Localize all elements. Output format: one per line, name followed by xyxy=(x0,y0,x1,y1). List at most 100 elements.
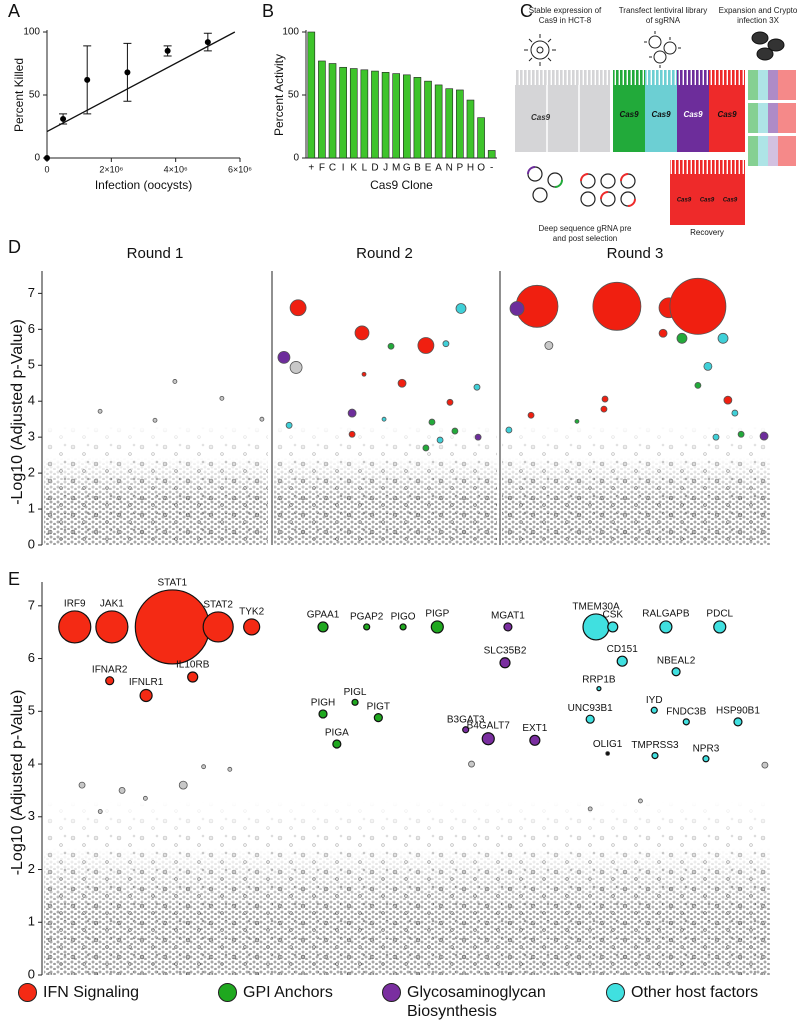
point xyxy=(202,611,234,643)
legend: IFN Signaling GPI Anchors Glycosaminoglyca… xyxy=(18,983,788,1023)
point xyxy=(152,417,158,423)
point-label: CD151 xyxy=(607,644,639,655)
y-tick-label: 3 xyxy=(28,429,35,444)
point-label: STAT1 xyxy=(157,578,187,589)
point xyxy=(78,781,86,789)
point xyxy=(381,416,387,422)
bar xyxy=(413,77,422,159)
point xyxy=(95,610,129,644)
point xyxy=(651,752,659,760)
point xyxy=(473,383,481,391)
x-tick-label: O xyxy=(477,163,485,174)
x-tick-label: - xyxy=(490,163,493,174)
point xyxy=(397,378,407,388)
point-label: RRP1B xyxy=(582,674,616,685)
point xyxy=(592,281,642,331)
point-label: RALGAPB xyxy=(642,609,690,620)
background-points xyxy=(44,457,268,545)
point-label: TYK2 xyxy=(239,607,264,618)
point xyxy=(544,341,554,350)
point-label: PIGL xyxy=(344,687,367,698)
y-tick-label: 4 xyxy=(28,393,35,408)
point xyxy=(97,408,103,414)
point xyxy=(481,732,495,746)
bar xyxy=(349,68,358,159)
point xyxy=(373,713,383,723)
x-tick-label: 4×10⁶ xyxy=(164,164,188,174)
point xyxy=(596,686,602,692)
bar xyxy=(360,69,369,159)
step-text: Transfect lentiviral library of sgRNA xyxy=(618,6,708,25)
cell-label: Cas9 xyxy=(717,110,737,119)
point xyxy=(605,751,611,756)
x-tick-label: P xyxy=(457,163,464,174)
y-tick-label: 5 xyxy=(28,703,35,718)
point xyxy=(694,381,702,389)
cell-label: Cas9 xyxy=(700,198,715,204)
point xyxy=(712,433,720,441)
step-text: Stable expression of Cas9 in HCT-8 xyxy=(528,6,602,25)
panel-letter: C xyxy=(520,1,533,21)
oocyst-icon xyxy=(751,31,785,61)
chart-title: Round 3 xyxy=(607,245,664,262)
point xyxy=(468,760,475,768)
point xyxy=(713,620,727,634)
point xyxy=(659,620,673,634)
point xyxy=(118,787,126,794)
y-tick-label: 3 xyxy=(28,808,35,823)
x-tick-label: B xyxy=(414,163,421,174)
y-tick-label: 50 xyxy=(29,90,41,101)
point-label: EXT1 xyxy=(522,723,547,734)
point xyxy=(731,409,739,417)
point xyxy=(499,657,511,669)
point xyxy=(105,676,115,686)
point xyxy=(650,706,658,714)
point-label: FNDC3B xyxy=(666,706,706,717)
point xyxy=(703,361,713,371)
point xyxy=(201,764,207,770)
point xyxy=(462,726,470,734)
point xyxy=(442,340,450,348)
point xyxy=(574,418,580,424)
point xyxy=(509,301,525,316)
chart-title: Round 2 xyxy=(356,245,413,262)
point xyxy=(187,671,199,683)
point xyxy=(529,734,541,746)
point-label: OLIG1 xyxy=(593,739,623,750)
point xyxy=(351,698,359,706)
point-label: IL10RB xyxy=(176,660,210,671)
point xyxy=(658,328,668,338)
point xyxy=(363,623,371,631)
panel-letter: B xyxy=(262,1,274,21)
y-tick-label: 50 xyxy=(288,90,300,101)
point xyxy=(451,427,459,435)
x-tick-label: A xyxy=(435,163,442,174)
point xyxy=(446,398,454,406)
bar xyxy=(487,150,496,159)
point-label: PGAP2 xyxy=(350,612,384,623)
panel-letter: D xyxy=(8,237,21,257)
bar xyxy=(445,88,454,159)
step-text: Deep sequence gRNA pre and post selectio… xyxy=(538,224,632,243)
cell-label: Cas9 xyxy=(683,110,703,119)
point-label: TMEM30A xyxy=(572,602,620,613)
point xyxy=(289,361,303,374)
y-tick-label: 0 xyxy=(34,153,40,164)
point-label: IRF9 xyxy=(64,599,86,610)
legend-label: IFN Signaling xyxy=(43,984,140,1001)
point-label: PDCL xyxy=(706,609,733,620)
x-tick-label: 2×10⁶ xyxy=(99,164,123,174)
point-label: GPAA1 xyxy=(307,610,340,621)
bar xyxy=(307,31,316,159)
point xyxy=(139,688,153,703)
x-tick-label: G xyxy=(403,163,411,174)
point xyxy=(616,655,628,667)
point xyxy=(682,718,690,726)
point xyxy=(97,809,103,814)
point-label: UNC93B1 xyxy=(568,703,613,714)
y-tick-label: 6 xyxy=(28,321,35,336)
chart-title: Round 1 xyxy=(127,245,184,262)
x-axis-label: Infection (oocysts) xyxy=(95,178,192,192)
y-tick-label: 7 xyxy=(28,597,35,612)
